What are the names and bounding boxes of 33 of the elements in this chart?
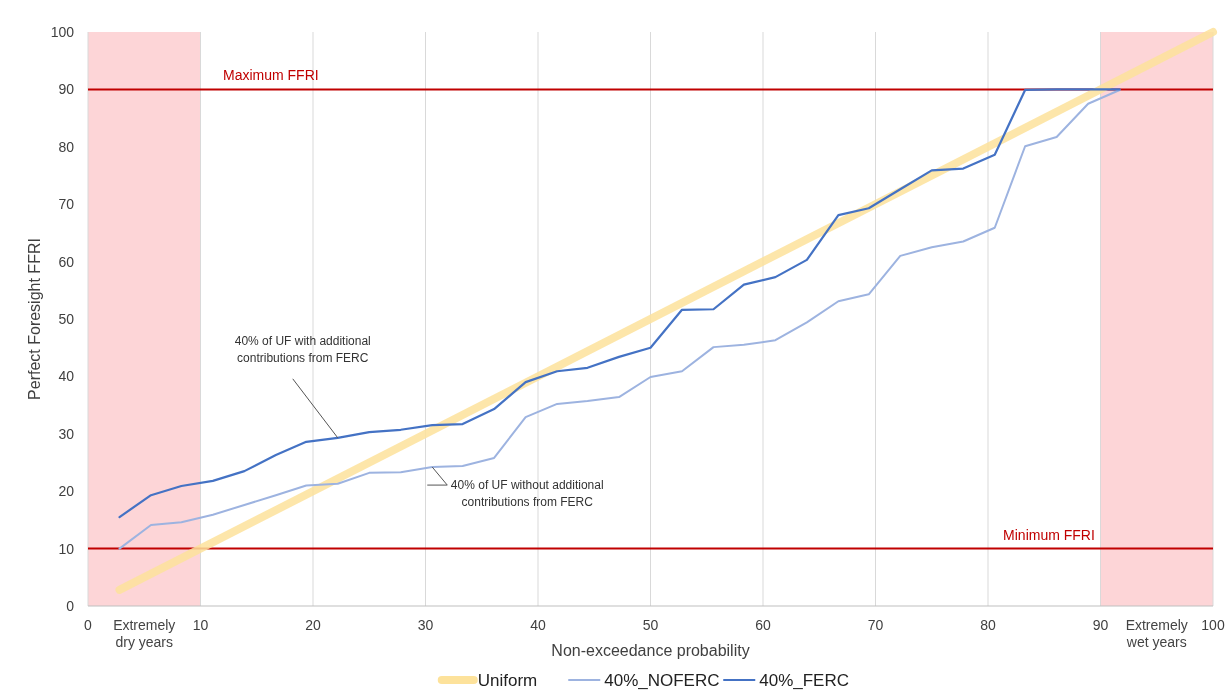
y-tick-label: 100 [50, 24, 75, 40]
y-tick-label: 80 [58, 138, 75, 155]
band-label: Extremely dry years [113, 617, 176, 650]
x-tick-label: 40 [530, 617, 546, 633]
y-tick-label: 90 [58, 81, 75, 98]
y-tick-label: 70 [58, 196, 75, 213]
y-tick-label: 40 [58, 368, 75, 385]
x-axis-title: Non-exceedance probability [551, 642, 750, 659]
y-tick-label: 30 [58, 425, 75, 442]
x-tick-label: 10 [192, 617, 209, 633]
legend-label: Uniform [477, 671, 538, 690]
x-tick-label: 20 [305, 617, 321, 633]
y-tick-label: 20 [58, 483, 75, 500]
band-label: Extremely wet years [1125, 617, 1188, 650]
y-tick-label: 10 [58, 540, 75, 557]
annotation: 40% of UF without additional contributions from FERC [450, 478, 604, 510]
y-axis-title: Perfect Foresight FFRI [26, 238, 43, 400]
y-tick-label: 60 [58, 253, 75, 270]
x-tick-label: 0 [84, 617, 93, 633]
x-tick-label: 80 [980, 617, 996, 633]
legend-label: 40%_NOFERC [604, 671, 720, 690]
y-tick-label: 50 [58, 311, 75, 327]
x-tick-label: 70 [867, 617, 884, 633]
y-tick-label: 0 [66, 598, 75, 614]
x-tick-label: 90 [1092, 617, 1109, 633]
x-tick-label: 60 [755, 617, 771, 633]
annotation: 40% of UF with additional contributions from FERC [234, 333, 371, 365]
x-tick-label: 100 [1201, 617, 1225, 633]
x-tick-label: 50 [642, 617, 659, 633]
ref-line-label: Maximum FFRI [223, 67, 319, 84]
x-tick-label: 30 [417, 617, 434, 633]
legend-label: 40%_FERC [759, 671, 850, 690]
ref-line-label: Minimum FFRI [1003, 526, 1095, 543]
